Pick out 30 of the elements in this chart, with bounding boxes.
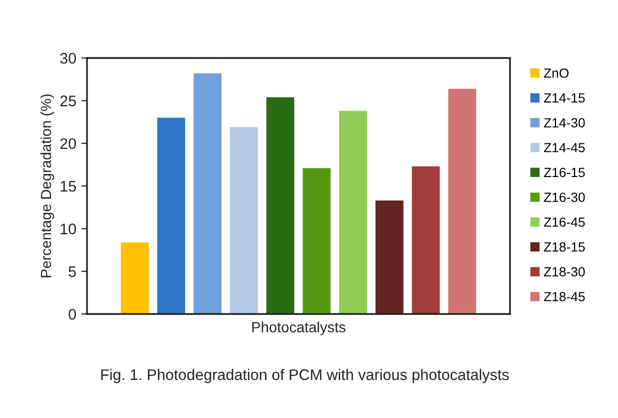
caption: Fig. 1. Photodegradation of PCM with various photocatalysts xyxy=(101,368,509,384)
x-axis-title: Photocatalysts xyxy=(252,322,346,336)
legend-label: Z18-45 xyxy=(544,292,585,302)
legend-label: Z16-30 xyxy=(544,192,585,202)
y-tick-label: 10 xyxy=(60,224,76,234)
bar xyxy=(120,242,149,314)
legend-label: Z14-30 xyxy=(544,118,585,128)
legend-label: Z14-45 xyxy=(544,143,585,152)
y-axis-title: Percentage Degradation (%) xyxy=(40,94,54,278)
y-tick-label: 25 xyxy=(60,96,76,106)
y-tick-label: 15 xyxy=(60,181,76,192)
bar xyxy=(412,166,440,314)
y-tick-label: 20 xyxy=(60,138,76,150)
bar xyxy=(302,168,331,314)
bar xyxy=(375,200,404,314)
bar xyxy=(448,88,476,314)
legend-label: ZnO xyxy=(544,68,569,78)
legend-label: Z18-30 xyxy=(544,267,585,276)
legend-label: Z16-15 xyxy=(544,168,585,178)
y-tick-label: 0 xyxy=(68,308,76,320)
bar xyxy=(194,73,222,314)
bar xyxy=(157,118,186,314)
legend-label: Z14-15 xyxy=(544,93,585,103)
bar xyxy=(339,110,368,314)
y-tick-label: 5 xyxy=(68,266,76,278)
bar xyxy=(266,97,294,314)
legend-label: Z16-45 xyxy=(544,217,585,227)
legend-label: Z18-15 xyxy=(544,242,585,252)
y-tick-label: 30 xyxy=(60,52,76,64)
bar xyxy=(230,127,258,314)
